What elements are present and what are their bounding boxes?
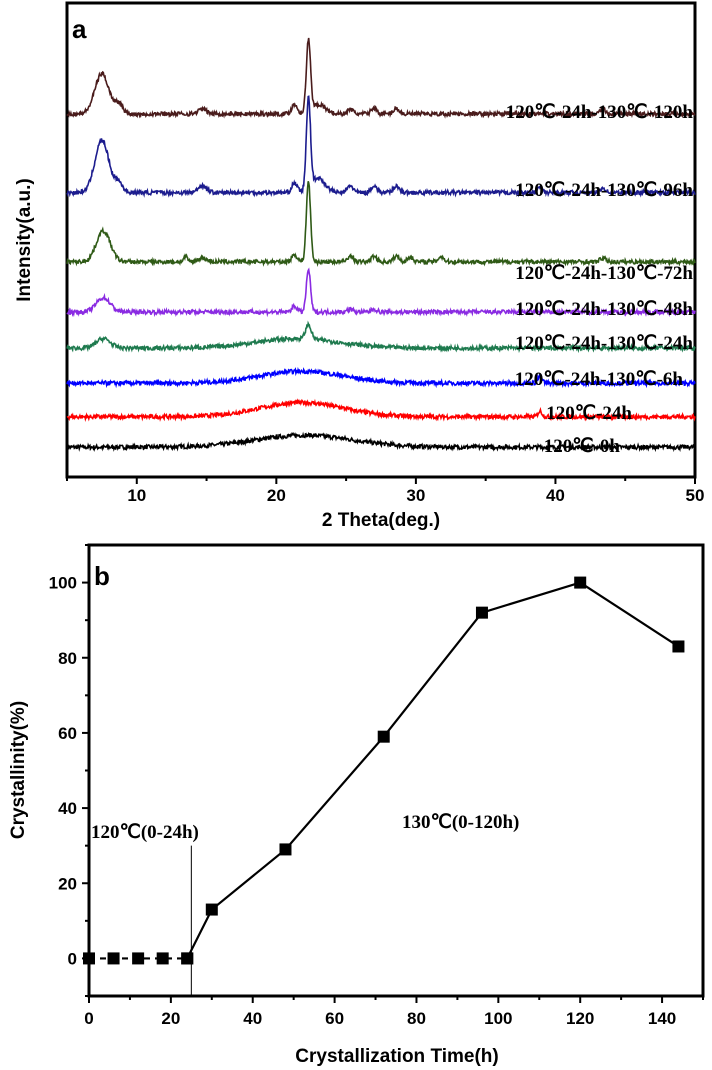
annotation-120c-stage: 120℃(0-24h): [91, 822, 199, 843]
data-point-marker: [181, 952, 194, 965]
x-tick-label: 0: [84, 1009, 93, 1028]
panel-a-x-axis-label: 2 Theta(deg.): [322, 510, 440, 531]
series-label: 120℃-24h: [546, 403, 632, 424]
series-label: 120℃-24h-130℃-6h: [515, 369, 684, 390]
series-label: 120℃-24h-130℃-48h: [515, 299, 693, 320]
x-tick-label: 120: [566, 1009, 594, 1028]
data-point-marker: [377, 730, 390, 743]
panel-a-xrd-patterns: a 2 Theta(deg.) Intensity(a.u.) 10 20 30 40…: [14, 1, 705, 531]
xrd-series-line: [66, 37, 696, 119]
panel-b-x-axis-label: Crystallization Time(h): [295, 1046, 498, 1067]
series-label: 120℃-24h-130℃-96h: [515, 180, 693, 201]
panel-a-label: a: [72, 14, 87, 44]
panel-a-frame: [65, 1, 697, 479]
y-tick-label: 20: [58, 874, 77, 893]
y-tick-label: 60: [58, 724, 77, 743]
data-point-marker: [132, 952, 145, 965]
x-tick-label: 40: [243, 1009, 262, 1028]
x-tick-label: 50: [686, 486, 705, 505]
xrd-series-line: [66, 181, 696, 267]
x-tick-label: 10: [127, 486, 146, 505]
data-point-marker: [574, 576, 587, 589]
data-point-marker: [156, 952, 169, 965]
panel-b-label: b: [94, 561, 110, 591]
x-tick-label: 140: [648, 1009, 676, 1028]
series-label: 120℃-24h-130℃-24h: [515, 333, 693, 354]
xrd-series-line: [66, 320, 696, 354]
xrd-series-line: [66, 95, 696, 198]
annotation-130c-stage: 130℃(0-120h): [402, 812, 519, 833]
x-tick-label: 100: [484, 1009, 512, 1028]
y-tick-label: 80: [58, 649, 77, 668]
x-tick-label: 40: [546, 486, 565, 505]
data-point-marker: [107, 952, 120, 965]
xrd-series-line: [66, 398, 696, 422]
panel-a-y-axis-label: Intensity(a.u.): [14, 178, 35, 302]
x-tick-label: 60: [325, 1009, 344, 1028]
x-tick-label: 20: [161, 1009, 180, 1028]
crystallinity-series-line: [186, 581, 680, 959]
y-tick-label: 40: [58, 799, 77, 818]
series-label: 120℃-0h: [544, 436, 621, 457]
xrd-series-line: [66, 267, 696, 318]
data-point-marker: [83, 952, 95, 965]
data-point-marker: [475, 606, 488, 619]
data-point-marker: [205, 903, 218, 916]
panel-b-y-axis-label: Crystallinity(%): [8, 701, 29, 839]
panel-b-frame: [87, 543, 705, 998]
series-label: 120℃-24h-130℃-120h: [506, 102, 694, 123]
x-tick-label: 80: [407, 1009, 426, 1028]
xrd-series-line: [66, 366, 696, 389]
data-point-marker: [672, 640, 685, 653]
x-tick-label: 30: [406, 486, 425, 505]
y-tick-label: 100: [49, 574, 77, 593]
panel-b-crystallinity: b Crystallization Time(h) Crystallinity(…: [8, 543, 705, 1067]
y-tick-label: 0: [68, 949, 77, 968]
series-label: 120℃-24h-130℃-72h: [515, 263, 693, 284]
data-point-marker: [279, 843, 292, 856]
xrd-series-line: [66, 431, 696, 453]
x-tick-label: 20: [267, 486, 286, 505]
